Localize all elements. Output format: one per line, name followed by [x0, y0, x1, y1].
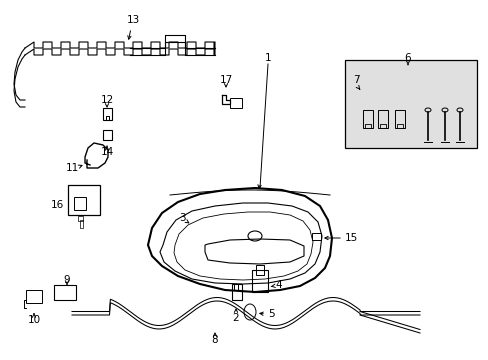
Text: 9: 9	[63, 275, 70, 285]
Bar	[74, 197, 86, 210]
Bar	[78, 216, 83, 221]
Text: 6: 6	[404, 53, 410, 63]
Bar	[256, 265, 264, 275]
Text: 14: 14	[100, 147, 113, 157]
Bar	[231, 284, 242, 300]
Text: 15: 15	[345, 233, 358, 243]
Text: 3: 3	[178, 213, 185, 223]
Bar	[394, 110, 404, 128]
Text: 8: 8	[211, 335, 218, 345]
Text: 17: 17	[219, 75, 232, 85]
Bar	[251, 270, 267, 292]
Bar	[80, 220, 83, 228]
Text: 12: 12	[100, 95, 113, 105]
Text: 4: 4	[274, 280, 281, 290]
Bar	[103, 130, 112, 140]
Bar	[103, 108, 112, 120]
Bar	[362, 110, 372, 128]
Text: 1: 1	[264, 53, 271, 63]
Bar	[26, 290, 42, 303]
Text: 10: 10	[27, 315, 41, 325]
Bar	[229, 98, 242, 108]
Text: 13: 13	[126, 15, 140, 25]
Bar	[345, 60, 476, 148]
Bar	[377, 110, 387, 128]
Bar	[311, 233, 320, 240]
Bar	[54, 285, 76, 300]
Bar	[68, 185, 100, 215]
Text: 5: 5	[267, 309, 274, 319]
Text: 16: 16	[51, 200, 64, 210]
Text: 7: 7	[352, 75, 359, 85]
Text: 11: 11	[65, 163, 79, 173]
Text: 2: 2	[232, 313, 239, 323]
